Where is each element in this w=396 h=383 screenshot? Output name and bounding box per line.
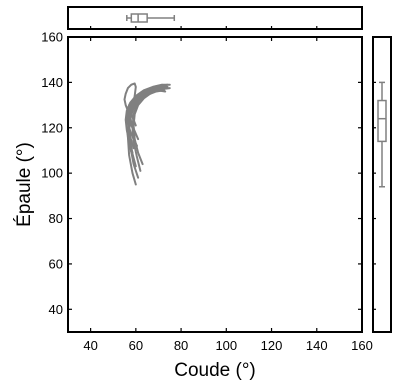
x-boxplot-box	[130, 13, 148, 23]
series-line	[124, 83, 163, 154]
main-plot-panel: 40 60 80 100 120 140 160 40 60 80 100 120 140 160	[41, 30, 373, 354]
right-marginal-frame	[372, 36, 392, 333]
series-line	[123, 82, 137, 118]
series-line	[129, 87, 157, 127]
series-line	[128, 89, 166, 168]
x-tick-label: 100	[215, 338, 237, 353]
top-marginal-ticks	[90, 26, 363, 29]
y-tick-label: 80	[49, 211, 63, 226]
y-tick-label: 160	[41, 30, 63, 45]
y-tick-label: 140	[41, 75, 63, 90]
x-tick-label: 40	[83, 338, 97, 353]
right-marginal-panel	[372, 36, 392, 333]
x-tick-label: 140	[306, 338, 328, 353]
series-group	[123, 82, 171, 186]
y-tick-label: 100	[41, 166, 63, 181]
y-axis-ticks: 40 60 80 100 120 140 160	[41, 30, 362, 317]
top-marginal-frame	[67, 6, 363, 30]
y-tick-label: 120	[41, 120, 63, 135]
x-marginal-boxplot	[126, 13, 176, 23]
top-marginal-panel	[67, 6, 363, 30]
right-marginal-ticks	[373, 36, 376, 310]
x-tick-label: 60	[129, 338, 143, 353]
y-tick-label: 60	[49, 256, 63, 271]
y-tick-label: 40	[49, 302, 63, 317]
main-plot-frame	[67, 36, 363, 333]
y-axis-title: Épaule (°)	[14, 142, 35, 227]
x-tick-label: 160	[351, 338, 373, 353]
x-tick-label: 80	[174, 338, 188, 353]
x-axis-title: Coude (°)	[174, 360, 256, 381]
x-tick-label: 120	[261, 338, 283, 353]
x-axis-ticks: 40 60 80 100 120 140 160	[83, 37, 373, 353]
y-marginal-boxplot	[377, 81, 387, 188]
y-boxplot-box	[377, 99, 387, 143]
